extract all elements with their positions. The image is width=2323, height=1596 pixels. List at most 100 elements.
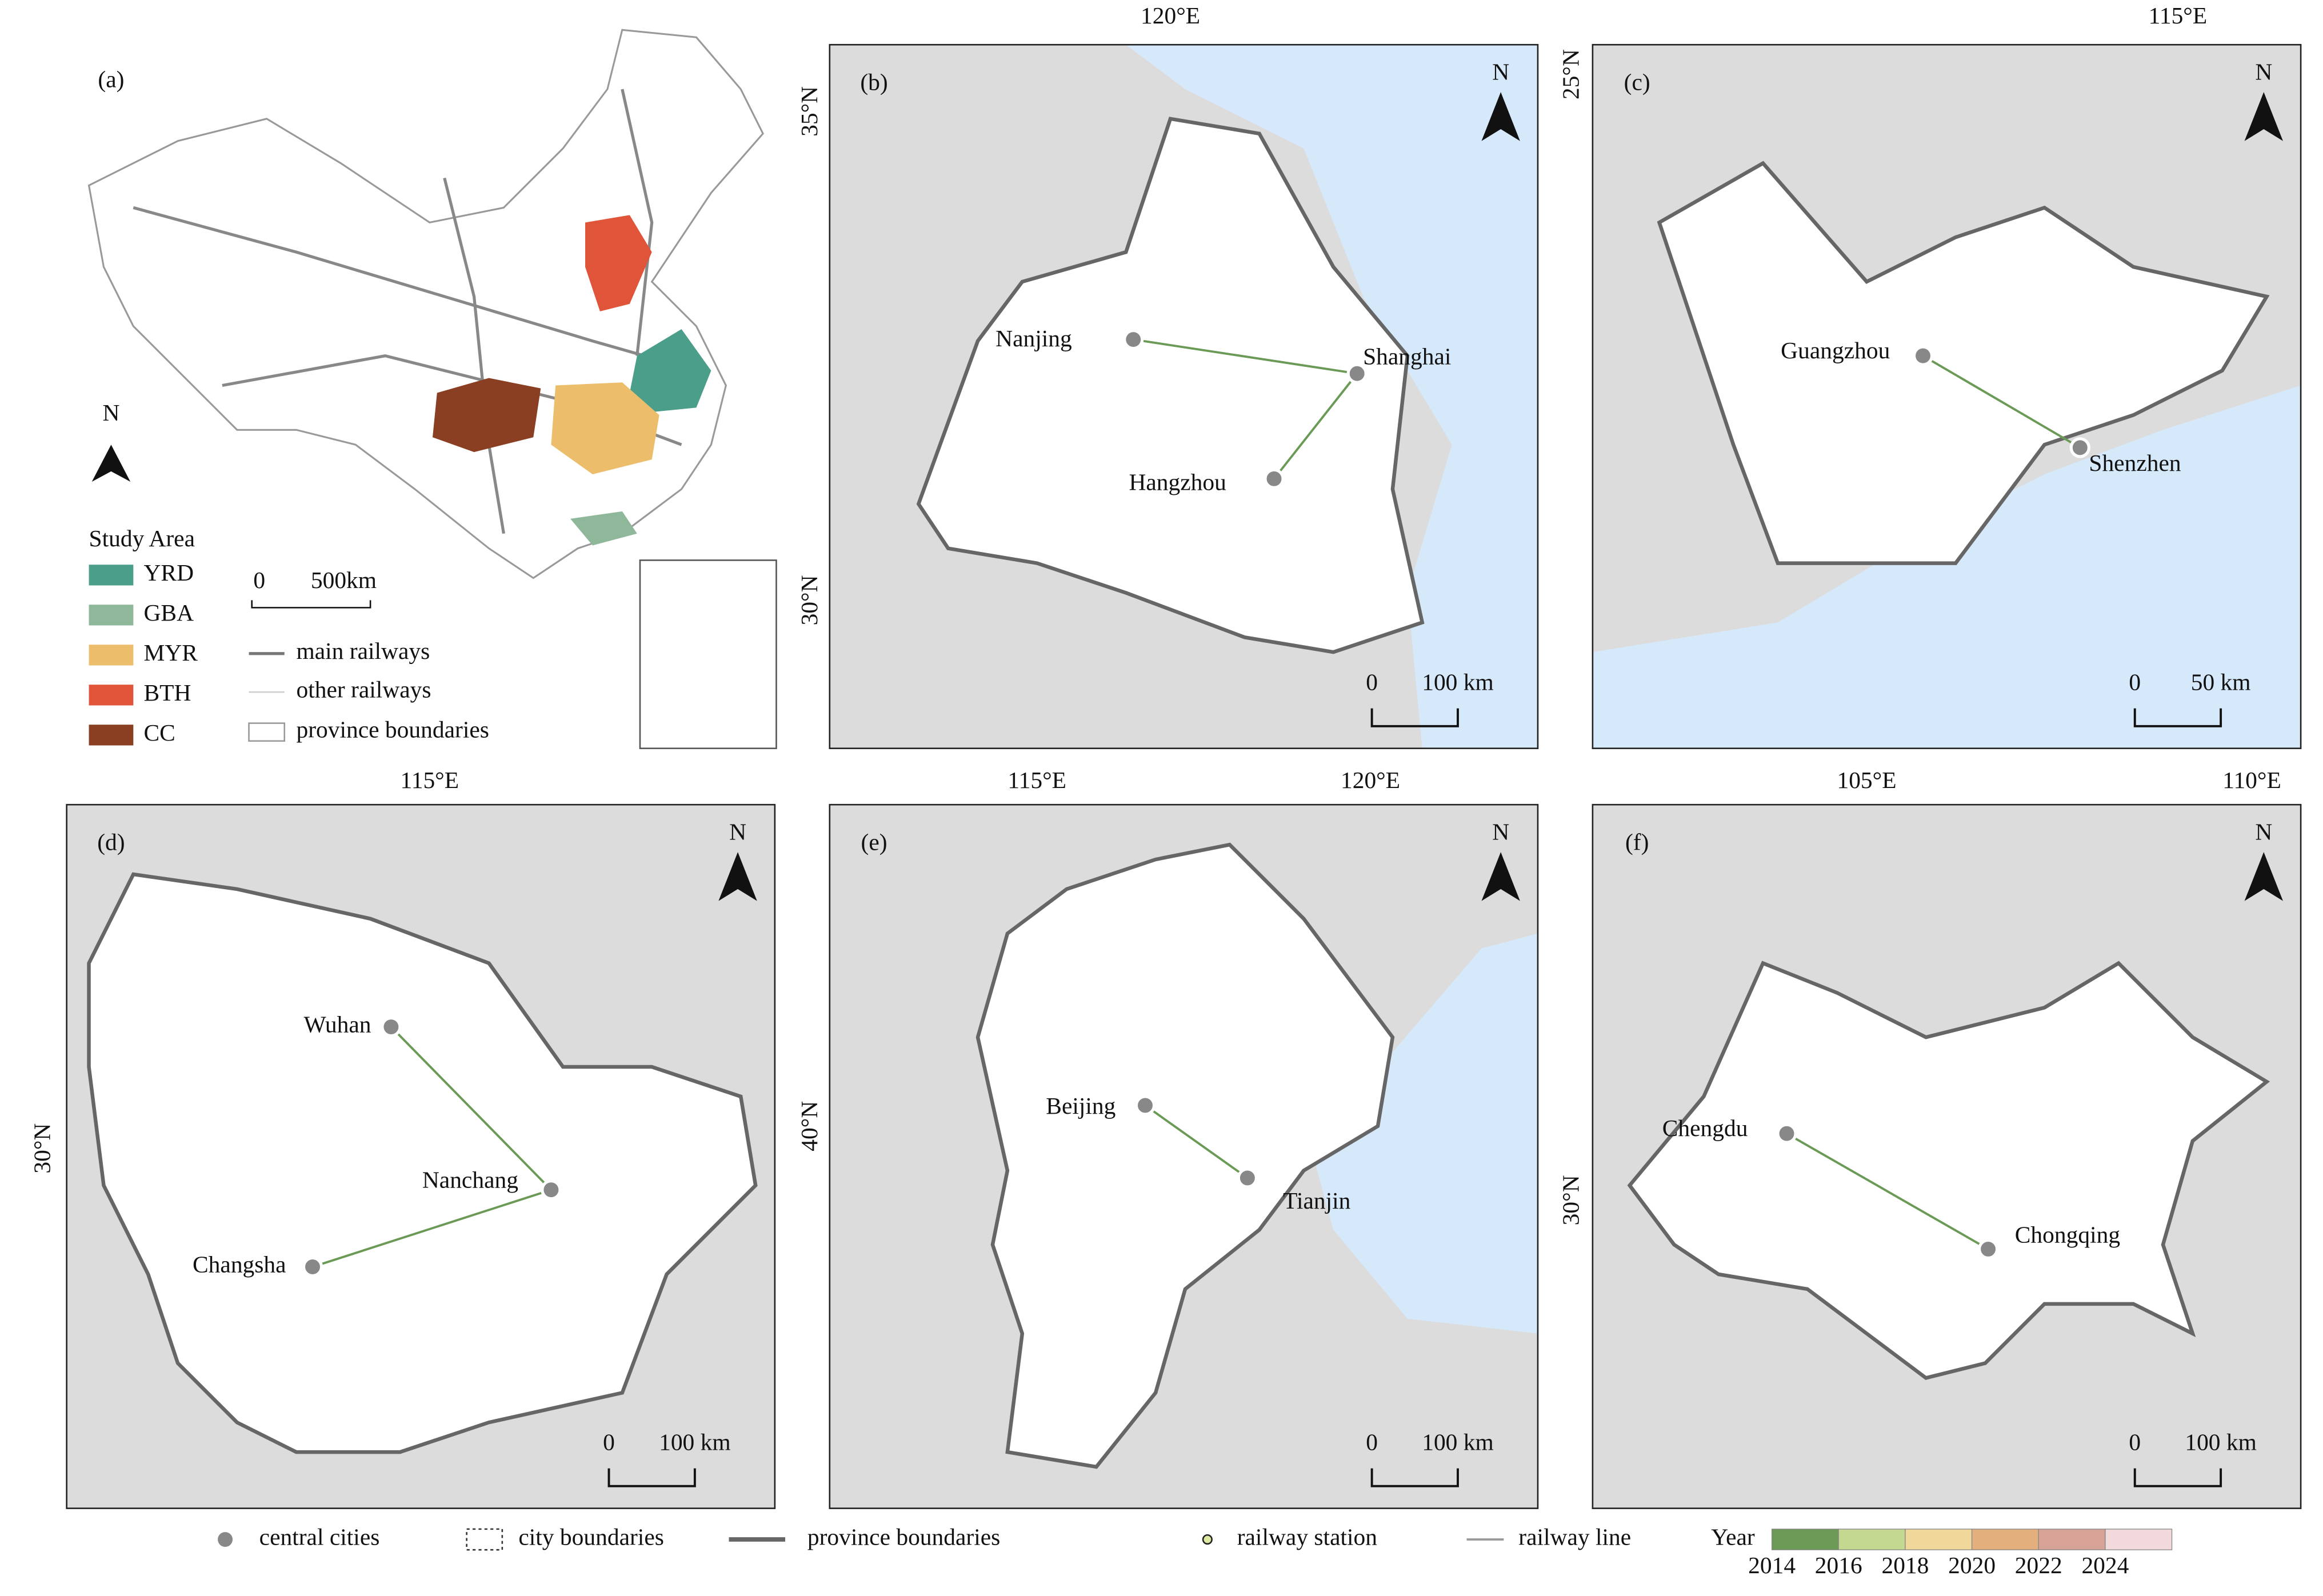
longitude-label: 115°E	[1007, 767, 1066, 793]
city-label: Wuhan	[303, 1011, 371, 1038]
gba-area	[570, 511, 637, 546]
north-arrow	[91, 445, 131, 482]
study-region	[916, 117, 1425, 654]
city-label: Beijing	[1046, 1093, 1115, 1119]
central-city	[381, 1016, 402, 1038]
central-city	[2069, 437, 2090, 458]
central-city	[1346, 363, 1368, 384]
color-bar-label: 2020	[1948, 1552, 1996, 1578]
legend-symbol	[214, 1529, 236, 1550]
myr-area	[551, 382, 659, 475]
sea	[1126, 45, 1538, 749]
longitude-label: 115°E	[2149, 2, 2208, 29]
bth-area	[585, 215, 652, 311]
panel-label: (d)	[97, 829, 125, 856]
legend-symbol	[1202, 1534, 1213, 1545]
color-bar-segment	[1771, 1529, 1839, 1550]
scale-label: 0	[1366, 669, 1378, 695]
inset-frame	[639, 559, 777, 749]
city-label: Hangzhou	[1129, 469, 1226, 495]
legend-label: railway line	[1518, 1524, 1631, 1550]
yrd-area	[629, 329, 711, 413]
central-city	[541, 1179, 562, 1201]
legend-swatch	[89, 725, 134, 746]
north-arrow	[2244, 852, 2284, 901]
city-label: Nanchang	[422, 1167, 518, 1193]
color-bar-label: 2018	[1881, 1552, 1929, 1578]
latitude-label: 35°N	[796, 86, 822, 137]
central-city	[1977, 1238, 1999, 1260]
study-region	[1657, 161, 2270, 565]
color-bar-label: 2014	[1748, 1552, 1796, 1578]
latitude-label: 30°N	[29, 1123, 55, 1174]
panel-label: (c)	[1624, 69, 1650, 96]
color-bar-segment	[2038, 1529, 2106, 1550]
central-city	[1912, 345, 1934, 366]
latitude-label: 30°N	[1558, 1175, 1584, 1225]
study-region	[87, 872, 758, 1454]
city-label: Shenzhen	[2089, 450, 2181, 476]
longitude-label: 110°E	[2222, 767, 2281, 793]
panel-frame	[66, 803, 776, 1509]
legend-swatch	[89, 685, 134, 706]
sea	[1592, 385, 2301, 749]
city-label: Tianjin	[1283, 1187, 1351, 1214]
north-arrow	[718, 852, 757, 901]
panel-label: (e)	[861, 829, 887, 856]
scale-label: 100 km	[2185, 1429, 2257, 1455]
north-label: N	[2255, 59, 2272, 85]
color-bar-segment	[1838, 1529, 1906, 1550]
scale-label: 500km	[311, 567, 377, 593]
railway-line	[1922, 354, 2081, 449]
legend-label: central cities	[259, 1524, 380, 1550]
color-bar-segment	[1905, 1529, 1973, 1550]
legend-label: CC	[143, 719, 175, 746]
scale-label: 0	[603, 1429, 615, 1455]
panel-frame	[1592, 43, 2302, 749]
north-label: N	[729, 819, 746, 845]
legend-title: Study Area	[89, 525, 195, 551]
legend-swatch	[89, 565, 134, 586]
panel-frame	[1592, 803, 2302, 1509]
longitude-label: 105°E	[1837, 767, 1896, 793]
main-railways	[133, 89, 697, 534]
color-bar-label: 2024	[2081, 1552, 2129, 1578]
legend-title: Year	[1711, 1524, 1755, 1550]
city-label: Chongqing	[2015, 1222, 2120, 1248]
study-region	[975, 842, 1395, 1469]
north-label: N	[1492, 819, 1509, 845]
railway-line	[1144, 1104, 1248, 1179]
city-label: Chengdu	[1662, 1115, 1748, 1141]
legend-swatch	[89, 605, 134, 626]
legend-label: other railways	[296, 677, 431, 703]
panel-frame	[829, 803, 1539, 1509]
railway-line	[1786, 1133, 1989, 1250]
panel-frame	[829, 43, 1539, 749]
legend-label: province boundaries	[296, 717, 489, 743]
cc-area	[433, 378, 541, 453]
scale-label: 0	[2129, 669, 2141, 695]
latitude-label: 30°N	[796, 575, 822, 625]
scale-label: 0	[253, 567, 265, 593]
legend-label: railway station	[1237, 1524, 1378, 1550]
central-city	[1123, 329, 1144, 350]
city-label: Shanghai	[1363, 343, 1451, 369]
legend-label: BTH	[143, 679, 191, 706]
city-label: Nanjing	[995, 325, 1072, 351]
central-city	[1264, 468, 1285, 489]
scale-label: 50 km	[2191, 669, 2251, 695]
city-label: Guangzhou	[1781, 337, 1890, 363]
central-city	[1134, 1095, 1156, 1116]
central-city	[1776, 1123, 1797, 1144]
legend-label: city boundaries	[518, 1524, 664, 1550]
legend-symbol	[466, 1528, 503, 1551]
scale-bar	[2133, 708, 2222, 727]
north-arrow	[1481, 852, 1520, 901]
panel-label: (a)	[98, 66, 124, 93]
sea	[1289, 933, 1538, 1334]
north-arrow	[1481, 92, 1520, 141]
scale-bar	[251, 600, 371, 609]
legend-label: MYR	[143, 639, 198, 666]
color-bar-label: 2022	[2015, 1552, 2062, 1578]
scale-bar	[1370, 708, 1459, 727]
